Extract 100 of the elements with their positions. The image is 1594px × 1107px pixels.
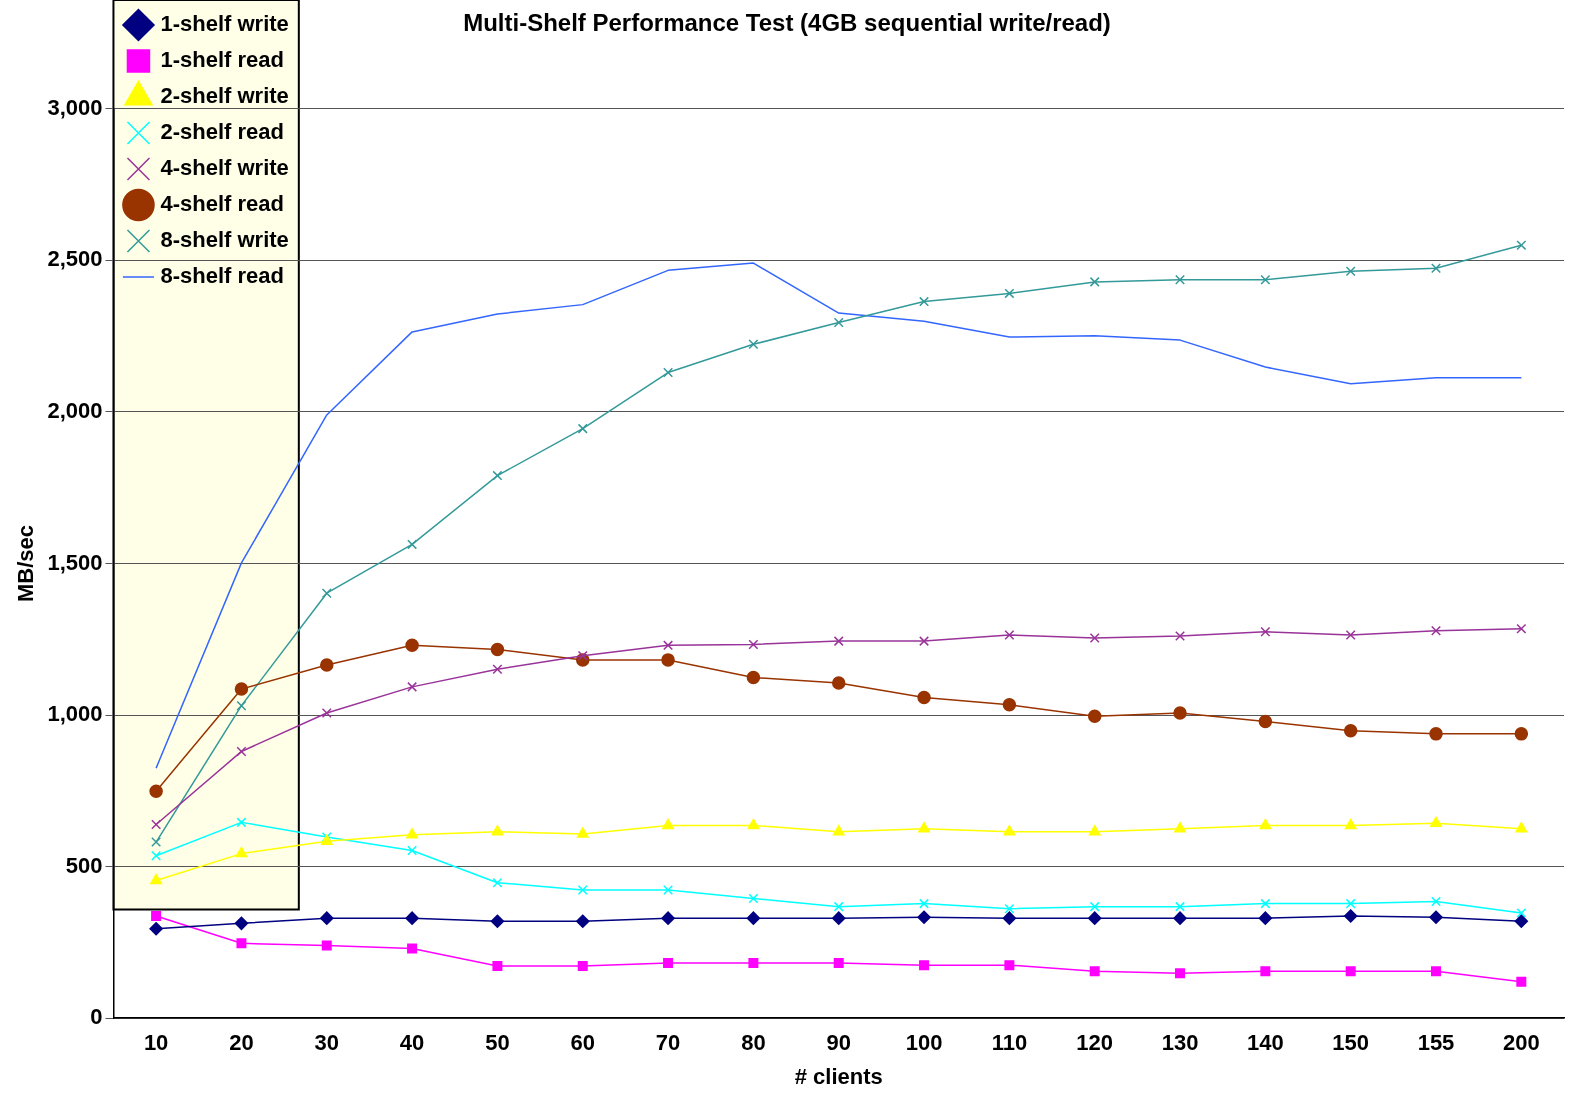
point [321,707,332,718]
x-tick-label: 150 [1332,1030,1370,1056]
point [919,898,930,909]
point [831,676,846,690]
point [236,700,247,711]
point [577,650,588,661]
point [1345,266,1356,277]
point [1258,911,1273,925]
point [236,746,247,757]
legend-label: 8-shelf read [160,263,284,289]
point [663,367,674,378]
point [1516,623,1527,634]
point [1516,240,1527,251]
point [236,938,247,949]
point [492,664,503,675]
y-tick-label: 1,500 [47,549,103,575]
y-tick-label: 2,500 [47,246,103,272]
point [1089,901,1100,912]
point [1345,966,1356,977]
point [663,640,674,651]
point [1429,727,1443,741]
point [406,828,419,839]
point [234,682,249,696]
x-tick-label: 10 [143,1030,169,1056]
point [1002,698,1017,712]
point [490,642,505,657]
point [1429,910,1443,925]
point [833,958,844,969]
point [661,911,675,925]
x-tick-label: 155 [1417,1030,1455,1056]
point [918,821,930,833]
point [919,960,930,971]
point [151,850,162,861]
x-tick-label: 200 [1502,1030,1540,1056]
point [576,827,589,838]
legend-label: 2-shelf read [160,119,284,145]
legend-label: 1-shelf write [160,11,289,37]
y-tick-label: 500 [65,852,103,878]
point [149,784,163,798]
point [748,339,759,350]
point [1515,821,1528,833]
point [1088,825,1101,836]
point [491,825,504,836]
point [1345,630,1356,641]
point [1173,706,1187,720]
point [1004,960,1015,971]
y-tick-label: 1,000 [47,701,103,727]
point [917,690,931,705]
point [1002,911,1017,925]
point [576,914,590,928]
point [1343,724,1358,738]
point [1004,903,1015,914]
point [321,940,332,951]
point [1516,976,1527,987]
point [1260,626,1271,637]
point [1514,727,1529,741]
point [833,901,844,912]
legend-label: 1-shelf read [160,47,284,73]
x-tick-label: 110 [991,1030,1028,1056]
point [1003,825,1016,836]
x-tick-label: 140 [1247,1030,1284,1056]
x-tick-label: 50 [485,1030,510,1056]
point [150,873,163,885]
point [1260,898,1271,909]
point [1174,821,1186,833]
legend-label: 8-shelf write [160,227,289,253]
legend-label: 4-shelf read [160,191,284,217]
point [1260,274,1271,285]
point [151,837,162,848]
point [1345,898,1356,909]
point [919,636,930,647]
point [577,961,588,972]
point [1343,909,1358,923]
point [492,961,503,972]
point [833,636,844,647]
point [1173,911,1187,925]
point [234,916,249,931]
point [1260,966,1271,977]
point [1175,274,1186,285]
point [407,539,418,550]
point [1087,709,1102,724]
point [405,638,419,653]
x-tick-label: 70 [655,1030,681,1056]
point [748,893,759,904]
point [748,958,759,969]
y-tick-label: 0 [90,1004,103,1030]
x-axis-title: # clients [794,1063,883,1089]
point [407,845,418,856]
y-tick-label: 2,000 [47,398,103,423]
point [1344,818,1357,830]
point [1175,901,1186,912]
point [236,817,247,828]
point [833,317,844,328]
point [1259,818,1272,830]
x-tick-label: 80 [741,1030,766,1056]
point [1431,625,1441,636]
point [577,884,588,895]
point [746,911,761,925]
point [235,846,248,858]
legend-label: 4-shelf write [160,155,289,181]
